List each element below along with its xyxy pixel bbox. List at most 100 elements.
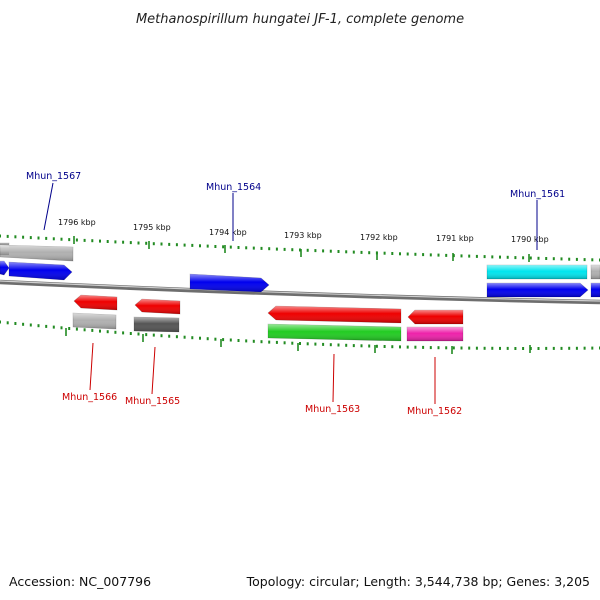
- scale-dot: [129, 241, 132, 245]
- scale-dot: [106, 330, 109, 334]
- scale-dot: [514, 347, 517, 350]
- tick-label-1792: 1792 kbp: [360, 233, 398, 242]
- scale-dot: [22, 235, 25, 239]
- leader-line-mhun-1565: [151, 346, 156, 395]
- scale-dot: [260, 246, 263, 250]
- scale-dot: [14, 235, 17, 239]
- gene-feature-blue[interactable]: [590, 282, 600, 298]
- scale-dot: [491, 346, 494, 350]
- gene-feature-light-gray[interactable]: [590, 264, 600, 280]
- scale-dot: [452, 346, 455, 350]
- leader-line-mhun-1566: [89, 342, 94, 391]
- scale-dot: [329, 343, 332, 347]
- gene-feature-dark-gray[interactable]: [133, 316, 180, 333]
- scale-dot: [468, 346, 471, 350]
- scale-dot: [75, 238, 78, 242]
- scale-dot: [575, 257, 578, 261]
- scale-dot: [137, 332, 140, 336]
- scale-dot: [160, 242, 163, 246]
- scale-dot: [568, 257, 571, 261]
- scale-dot: [429, 253, 432, 257]
- scale-dot: [422, 345, 425, 349]
- scale-dot: [160, 334, 163, 338]
- gene-feature-mhun-1566[interactable]: [73, 294, 118, 311]
- scale-dot: [145, 241, 148, 245]
- scale-dot: [152, 242, 155, 246]
- scale-dot: [591, 346, 594, 350]
- gene-feature-mhun-1561[interactable]: [486, 264, 588, 280]
- scale-dot: [37, 236, 40, 240]
- scale-dot: [545, 346, 548, 350]
- scale-dot: [245, 339, 248, 343]
- genome-backbone: [0, 279, 600, 305]
- scale-dot: [29, 236, 32, 240]
- scale-dot: [406, 345, 409, 349]
- scale-dot: [0, 320, 1, 324]
- tick-label-1790: 1790 kbp: [511, 235, 549, 244]
- gene-feature-mhun-1562[interactable]: [406, 326, 464, 342]
- scale-dot: [291, 248, 294, 252]
- scale-dot: [383, 251, 386, 255]
- gene-feature-blue[interactable]: [8, 261, 73, 281]
- gene-label-mhun-1563: Mhun_1563: [305, 404, 360, 415]
- scale-dot: [560, 257, 563, 261]
- scale-dot: [83, 238, 86, 242]
- scale-dot: [137, 241, 140, 245]
- gene-feature-mhun-1565[interactable]: [134, 298, 181, 315]
- scale-dot: [329, 249, 332, 253]
- scale-dot: [352, 250, 355, 254]
- scale-dot: [275, 340, 278, 344]
- scale-dot: [314, 249, 317, 253]
- scale-dot: [337, 343, 340, 347]
- gene-feature-blue[interactable]: [486, 282, 589, 298]
- scale-dot: [583, 258, 586, 262]
- scale-dot: [83, 328, 86, 332]
- scale-dot: [506, 346, 509, 350]
- scale-dot: [460, 254, 463, 258]
- scale-dot: [183, 335, 186, 339]
- scale-dot: [437, 346, 440, 350]
- scale-ticks-bottom: [65, 328, 531, 354]
- scale-dot: [545, 257, 548, 260]
- gene-label-mhun-1566: Mhun_1566: [62, 392, 117, 403]
- scale-dot: [129, 332, 132, 335]
- scale-dot: [499, 255, 501, 259]
- scale-dot: [275, 247, 278, 251]
- gene-feature-green[interactable]: [267, 323, 402, 342]
- scale-dot: [52, 325, 55, 329]
- tick-label-1794: 1794 kbp: [209, 228, 247, 237]
- scale-dot: [252, 246, 255, 250]
- scale-dot: [522, 256, 525, 260]
- scale-dot: [391, 252, 394, 255]
- scale-dot: [460, 346, 463, 350]
- map-title: Methanospirillum hungatei JF-1, complete…: [136, 12, 464, 27]
- gene-label-mhun-1564: Mhun_1564: [206, 182, 261, 193]
- scale-dot: [591, 258, 594, 262]
- gene-feature-red[interactable]: [407, 309, 464, 325]
- accession-text: Accession: NC_007796: [9, 574, 151, 589]
- scale-dot: [214, 245, 217, 248]
- scale-dot: [445, 346, 448, 350]
- scale-dot: [322, 342, 325, 346]
- scale-dot: [152, 333, 155, 337]
- scale-dot: [414, 252, 417, 256]
- scale-dot: [29, 323, 32, 327]
- scale-dot: [206, 337, 209, 341]
- scale-dot: [175, 243, 178, 247]
- gene-feature-mhun-1563[interactable]: [267, 305, 402, 324]
- genome-summary-text: Topology: circular; Length: 3,544,738 bp…: [246, 574, 590, 589]
- gene-feature-light-gray[interactable]: [72, 312, 117, 330]
- scale-dot: [291, 341, 294, 345]
- gene-feature-mhun-1567[interactable]: [0, 244, 74, 262]
- scale-dot: [406, 252, 409, 256]
- gene-feature-blue[interactable]: [0, 260, 10, 276]
- scale-dot: [345, 343, 348, 347]
- scale-dot: [506, 255, 509, 259]
- scale-dot: [245, 246, 248, 250]
- gene-leader-lines: [43, 182, 538, 404]
- scale-dot: [37, 324, 40, 328]
- scale-dot: [145, 333, 148, 337]
- gene-feature-mhun-1564[interactable]: [189, 273, 270, 293]
- scale-dot: [229, 338, 232, 342]
- scale-dot: [345, 250, 348, 254]
